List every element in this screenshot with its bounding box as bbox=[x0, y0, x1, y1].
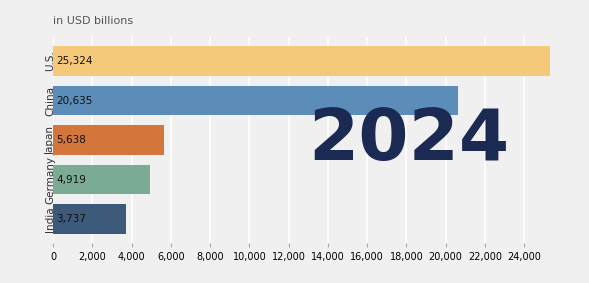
Bar bbox=[53, 46, 550, 76]
Text: 5,638: 5,638 bbox=[57, 135, 87, 145]
Text: 3,737: 3,737 bbox=[57, 214, 87, 224]
Bar bbox=[53, 165, 150, 194]
Bar bbox=[53, 125, 164, 155]
Bar bbox=[53, 86, 458, 115]
Text: 4,919: 4,919 bbox=[57, 175, 87, 185]
Bar bbox=[53, 204, 127, 234]
Text: 2024: 2024 bbox=[308, 106, 509, 175]
Text: 25,324: 25,324 bbox=[57, 56, 93, 66]
Text: 20,635: 20,635 bbox=[57, 96, 93, 106]
Text: in USD billions: in USD billions bbox=[53, 16, 133, 26]
